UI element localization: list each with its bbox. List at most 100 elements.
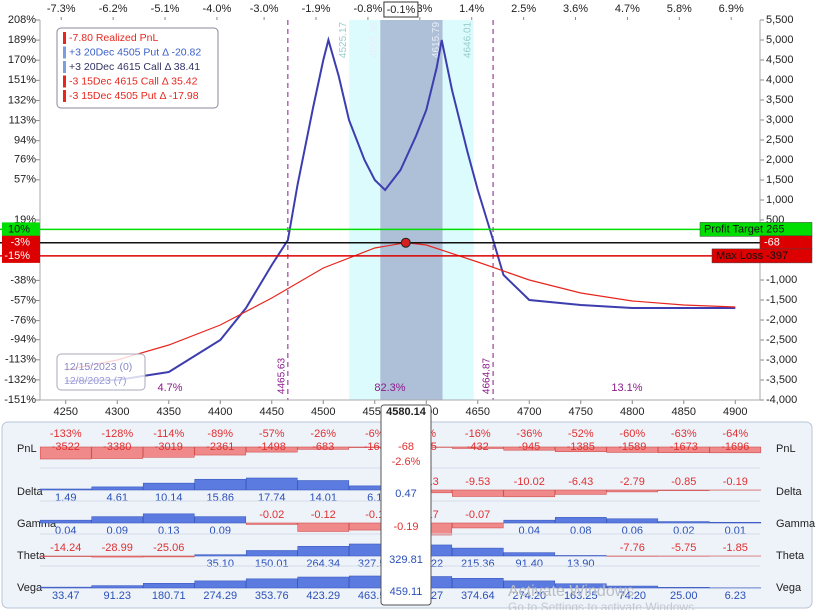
x2-tick-label: -3.0%: [250, 3, 279, 15]
greek-bar: [246, 478, 297, 490]
greek-value-label: 274.29: [203, 590, 237, 602]
y2-tick-label: -38%: [10, 274, 36, 286]
level-value: -397: [766, 250, 788, 262]
level-pct-label: -3%: [10, 237, 30, 249]
pnl-pct-label: -60%: [619, 428, 645, 440]
y-tick-label: -3,500: [766, 374, 797, 386]
level-pct-label: -15%: [4, 250, 30, 262]
greek-value-label: 17.74: [258, 492, 286, 504]
legend-item: -3 15Dec 4615 Call Δ 35.42: [69, 75, 198, 87]
greek-value-label: 180.71: [152, 590, 186, 602]
y-tick-label: 5,000: [766, 34, 794, 46]
greek-bar: [40, 520, 91, 523]
greek-bar: [452, 548, 503, 556]
y-tick-label: 2,000: [766, 154, 794, 166]
series-legend-item: 12/8/2023 (7): [64, 375, 126, 387]
greek-bar: [555, 555, 606, 556]
y-tick-label: 1,500: [766, 174, 794, 186]
row-label-right: Theta: [776, 550, 805, 562]
y-tick-label: 3,500: [766, 94, 794, 106]
pnl-value-label: -3380: [103, 441, 131, 453]
greek-bar: [298, 546, 349, 556]
greek-value-label: -2.79: [620, 476, 645, 488]
row-label-left: Vega: [17, 582, 43, 594]
greek-value-label: 0.02: [673, 525, 694, 537]
greek-bar: [555, 490, 606, 494]
series-legend-item: 12/15/2023 (0): [64, 361, 132, 373]
greek-value-label: 1.49: [55, 492, 76, 504]
greek-value-label: 150.01: [255, 558, 289, 570]
greek-value-label: 13.90: [567, 558, 595, 570]
breakeven-label: 4664.87: [482, 357, 493, 394]
level-label: Max Loss -397: [716, 250, 788, 262]
current-greek-value: 459.11: [390, 586, 423, 598]
greek-value-label: 264.34: [306, 558, 340, 570]
watermark-subtitle: Go to Settings to activate Windows.: [508, 600, 697, 610]
y2-tick-label: 189%: [8, 34, 36, 46]
row-label-right: Vega: [776, 582, 802, 594]
greek-bar: [143, 583, 194, 588]
level-name: Profit Target: [704, 223, 763, 235]
greek-bar: [92, 517, 143, 523]
greek-value-label: -6.43: [568, 476, 593, 488]
row-label-left: PnL: [17, 443, 37, 455]
greek-bar: [658, 490, 709, 491]
greek-value-label: -5.75: [671, 542, 696, 554]
x-tick-label: 4900: [723, 406, 747, 418]
greek-value-label: 374.64: [461, 590, 495, 602]
probability-label: 4.7%: [157, 382, 182, 394]
y-tick-label: -2,500: [766, 334, 797, 346]
y-tick-label: 3,000: [766, 114, 794, 126]
breakeven-label: 4465.63: [276, 357, 287, 394]
level-label: -68: [764, 237, 780, 249]
y2-tick-label: 151%: [8, 74, 36, 86]
greek-value-label: -9.53: [465, 476, 490, 488]
pnl-value-label: -1589: [618, 441, 646, 453]
greek-value-label: 6.1: [367, 492, 382, 504]
y2-tick-label: -76%: [10, 315, 36, 327]
current-greek-value: 0.47: [395, 488, 416, 500]
greek-bar: [40, 587, 91, 588]
x-tick-label: 4750: [569, 406, 593, 418]
greek-bar: [658, 587, 709, 588]
current-greek-value: -68: [398, 441, 414, 453]
greek-value-label: 4.61: [107, 492, 128, 504]
greek-value-label: 14.01: [309, 492, 337, 504]
current-greek-value: -0.19: [393, 521, 418, 533]
current-price-label: 4580.14: [386, 406, 427, 418]
y-tick-label: 5,500: [766, 14, 794, 26]
greek-value-label: 353.76: [255, 590, 289, 602]
pnl-pct-label: -89%: [207, 428, 233, 440]
greek-value-label: 215.36: [461, 558, 495, 570]
inner-range-band: [380, 20, 442, 400]
x2-tick-label: 3.6%: [563, 3, 588, 15]
x-tick-label: 4850: [672, 406, 696, 418]
y-tick-label: -2,000: [766, 314, 797, 326]
greek-bar: [298, 577, 349, 588]
greek-value-label: -1.85: [723, 542, 748, 554]
y2-tick-label: 94%: [14, 135, 36, 147]
band-label: 4555.38: [369, 21, 380, 58]
greek-value-label: -0.85: [671, 476, 696, 488]
y-tick-label: -4,000: [766, 394, 797, 406]
legend-item: +3 20Dec 4615 Call Δ 38.41: [69, 61, 200, 73]
greek-bar: [195, 479, 246, 490]
greek-bar: [452, 578, 503, 588]
greek-bar: [710, 522, 761, 523]
pnl-pct-label: -64%: [722, 428, 748, 440]
pnl-pct-label: -57%: [259, 428, 285, 440]
pnl-pct-label: -128%: [101, 428, 133, 440]
level-value: -68: [764, 237, 780, 249]
legend-swatch: [63, 90, 66, 102]
level-name: Max Loss: [716, 250, 764, 262]
row-label-right: Gamma: [776, 518, 816, 530]
greek-bar: [504, 520, 555, 523]
pnl-value-label: -1696: [721, 441, 749, 453]
greek-bar: [607, 490, 658, 492]
x-tick-label: 4300: [105, 406, 129, 418]
y2-tick-label: 132%: [8, 94, 36, 106]
pnl-value-label: -3019: [155, 441, 183, 453]
y-tick-label: 1,000: [766, 194, 794, 206]
greek-bar: [246, 523, 297, 524]
greek-value-label: 0.08: [570, 525, 591, 537]
